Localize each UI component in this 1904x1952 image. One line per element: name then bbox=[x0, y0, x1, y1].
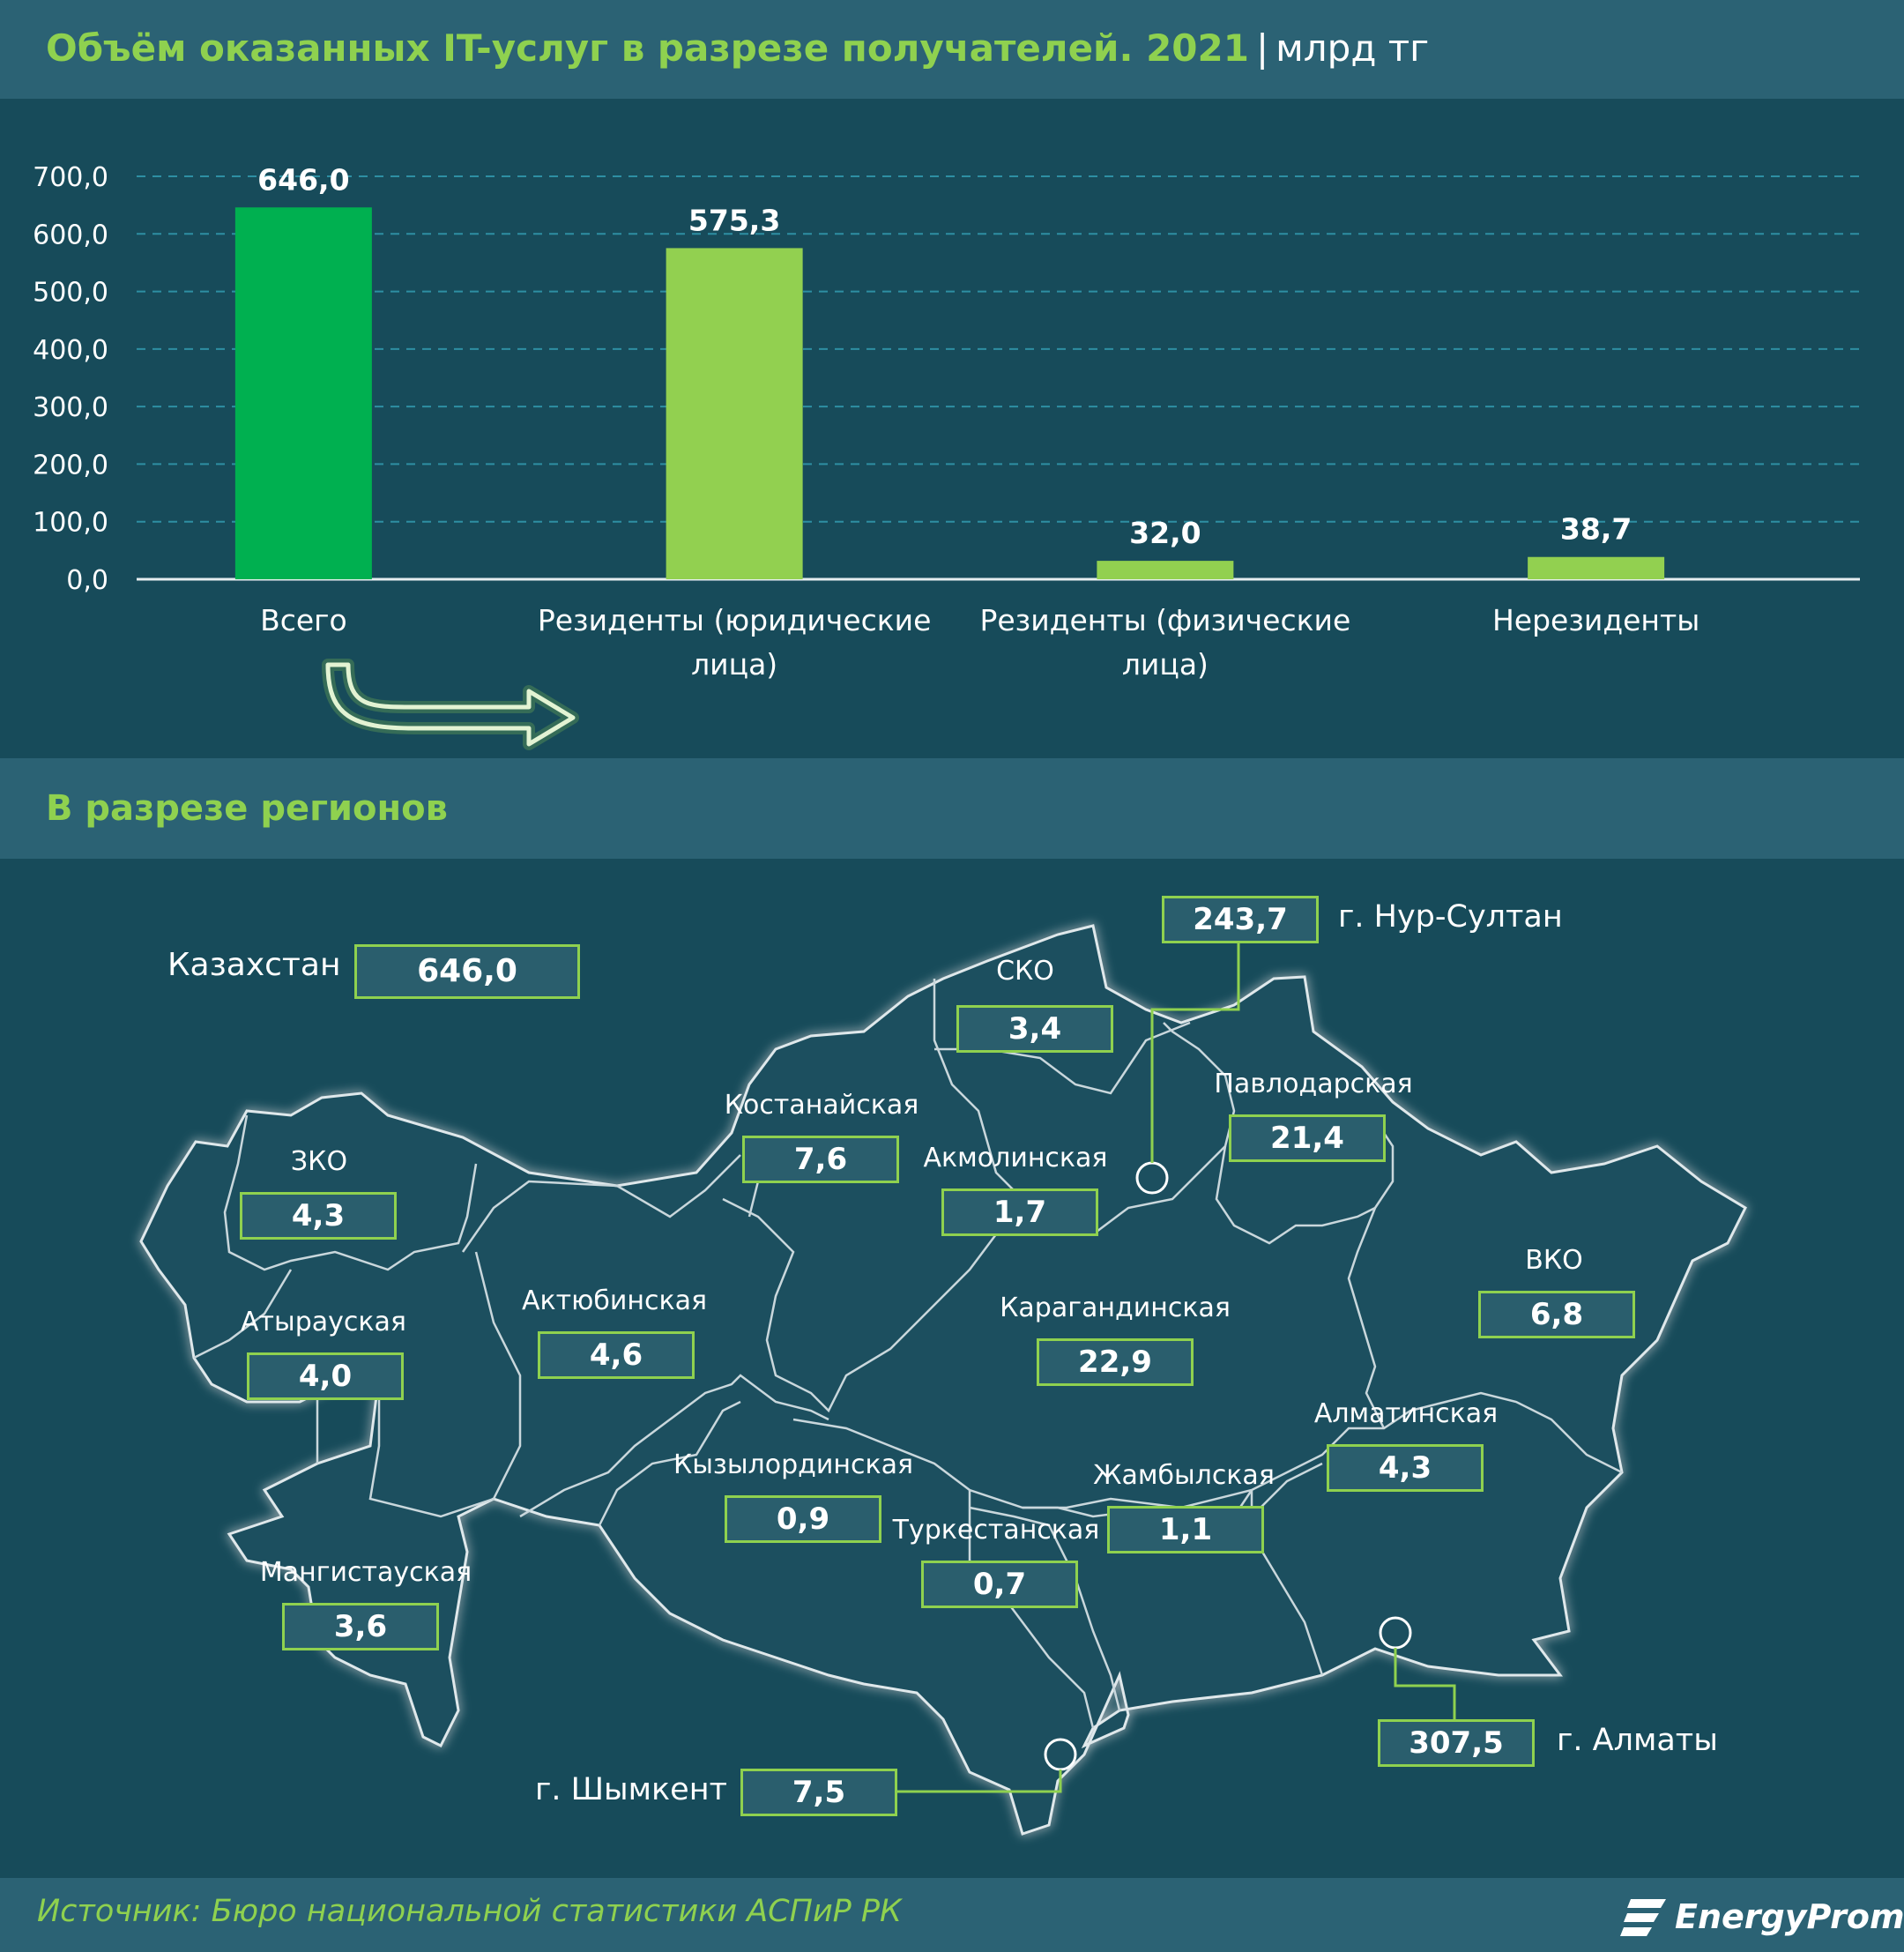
x-category-label: лица) bbox=[691, 647, 777, 682]
region-name: Павлодарская bbox=[1214, 1069, 1413, 1099]
x-category-label: Всего bbox=[260, 603, 347, 637]
bar bbox=[234, 207, 372, 580]
region-name: Атырауская bbox=[241, 1307, 406, 1337]
region-name: Акмолинская bbox=[923, 1143, 1108, 1173]
region-name: Карагандинская bbox=[1000, 1293, 1231, 1323]
title-text: Объём оказанных IT-услуг в разрезе получ… bbox=[46, 26, 1249, 70]
y-tick-label: 500,0 bbox=[33, 278, 108, 309]
region-name: Костанайская bbox=[724, 1090, 919, 1121]
x-category-label: Нерезиденты bbox=[1492, 603, 1699, 637]
city-value-box: 7,5 bbox=[740, 1769, 897, 1816]
region-name: Алматинская bbox=[1313, 1398, 1499, 1429]
kazakhstan-label: Казахстан bbox=[167, 947, 341, 983]
page-title: Объём оказанных IT-услуг в разрезе получ… bbox=[46, 26, 1429, 70]
kazakhstan-value-box: 646,0 bbox=[354, 944, 580, 999]
region-value-box: 3,6 bbox=[282, 1603, 439, 1650]
city-value-box: 243,7 bbox=[1162, 896, 1319, 943]
footer-band: Источник: Бюро национальной статистики А… bbox=[0, 1878, 1904, 1952]
x-category-label: лица) bbox=[1122, 647, 1209, 682]
title-band: Объём оказанных IT-услуг в разрезе получ… bbox=[0, 0, 1904, 99]
bar bbox=[1097, 561, 1234, 579]
y-tick-label: 300,0 bbox=[33, 392, 108, 423]
region-borders bbox=[193, 979, 1623, 1729]
region-value-box: 0,9 bbox=[725, 1495, 881, 1543]
region-name: ЗКО bbox=[290, 1146, 348, 1177]
region-value-box: 21,4 bbox=[1229, 1114, 1386, 1162]
map-band: Казахстан 646,0 ЗКО 4,3 Атырауская 4,0 Манги… bbox=[0, 859, 1904, 1878]
leader-lines bbox=[897, 942, 1456, 1793]
bar-value-label: 646,0 bbox=[257, 162, 349, 197]
regions-band: В разрезе регионов bbox=[0, 758, 1904, 859]
region-value-box: 3,4 bbox=[956, 1005, 1113, 1053]
region-value-box: 4,3 bbox=[1327, 1444, 1484, 1492]
logo-text: EnergyProm bbox=[1675, 1897, 1904, 1936]
x-category-label: Резиденты (юридические bbox=[538, 603, 932, 637]
y-tick-label: 400,0 bbox=[33, 335, 108, 366]
city-value-box: 307,5 bbox=[1378, 1719, 1535, 1767]
y-tick-label: 600,0 bbox=[33, 220, 108, 250]
region-name: СКО bbox=[996, 956, 1054, 987]
bar-chart: 0,0 100,0 200,0 300,0 400,0 500,0 600,0 700,0 64… bbox=[33, 162, 1860, 750]
logo-mark-icon bbox=[1620, 1899, 1666, 1936]
city-name: г. Алматы bbox=[1557, 1723, 1718, 1758]
bar bbox=[666, 248, 803, 579]
city-name: г. Нур-Султан bbox=[1338, 899, 1563, 935]
x-category-label: Резиденты (физические bbox=[979, 603, 1350, 637]
region-value-box: 1,7 bbox=[941, 1188, 1098, 1236]
region-name: Туркестанская bbox=[892, 1515, 1100, 1546]
y-tick-label: 0,0 bbox=[66, 565, 108, 596]
region-value-box: 7,6 bbox=[742, 1136, 899, 1183]
region-name: Кызылординская bbox=[673, 1449, 914, 1480]
region-value-box: 0,7 bbox=[921, 1561, 1078, 1608]
region-value-box: 22,9 bbox=[1037, 1338, 1194, 1386]
regions-title: В разрезе регионов bbox=[46, 788, 448, 829]
region-name: Мангистауская bbox=[259, 1557, 472, 1588]
bar-value-label: 38,7 bbox=[1560, 512, 1632, 547]
region-name: Жамбылская bbox=[1093, 1460, 1275, 1491]
y-tick-label: 100,0 bbox=[33, 508, 108, 539]
chart-band: 0,0 100,0 200,0 300,0 400,0 500,0 600,0 700,0 64… bbox=[0, 99, 1904, 758]
bar-value-label: 32,0 bbox=[1129, 516, 1201, 550]
arrow-icon bbox=[322, 659, 579, 750]
bar bbox=[1528, 556, 1665, 579]
region-name: ВКО bbox=[1525, 1245, 1583, 1276]
bars-layer bbox=[234, 207, 1665, 580]
y-tick-label: 200,0 bbox=[33, 450, 108, 481]
region-value-box: 4,6 bbox=[538, 1331, 695, 1379]
region-value-box: 4,3 bbox=[240, 1192, 397, 1240]
region-value-box: 4,0 bbox=[247, 1352, 404, 1400]
bar-value-label: 575,3 bbox=[688, 203, 780, 237]
region-value-box: 1,1 bbox=[1107, 1506, 1264, 1553]
labels-layer: 0,0 100,0 200,0 300,0 400,0 500,0 600,0 700,0 64… bbox=[33, 162, 1699, 682]
source-note: Источник: Бюро национальной статистики А… bbox=[37, 1894, 902, 1929]
title-separator: | bbox=[1255, 26, 1269, 70]
city-name: г. Шымкент bbox=[534, 1772, 727, 1807]
y-tick-label: 700,0 bbox=[33, 162, 108, 193]
title-unit: млрд тг bbox=[1276, 26, 1430, 70]
energyprom-logo: EnergyProm bbox=[1620, 1889, 1904, 1945]
region-value-box: 6,8 bbox=[1478, 1291, 1635, 1338]
region-name: Актюбинская bbox=[521, 1285, 708, 1316]
